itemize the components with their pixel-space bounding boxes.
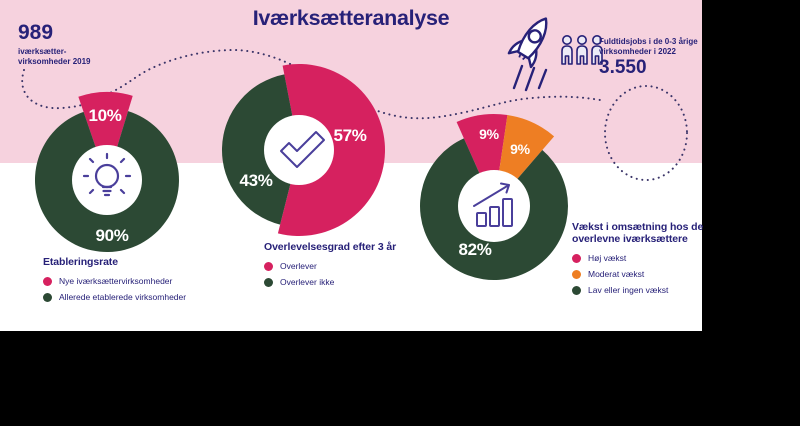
legend-dot <box>572 269 581 279</box>
people-icon <box>561 35 603 65</box>
stat-startups-value: 989 <box>18 21 54 44</box>
slice-label: 9% <box>479 126 499 142</box>
checkmark-icon <box>280 131 325 168</box>
legend-dot <box>572 285 581 295</box>
donut-slice <box>221 74 299 225</box>
donut-chart-vaekst <box>420 114 569 281</box>
legend-dot <box>264 261 273 271</box>
legend-item: Overlever ikke <box>264 277 396 287</box>
chart1-title: Etableringsrate <box>43 256 118 268</box>
stat-fulltime-jobs: Fuldtidsjobs i de 0-3 årige virksomheder… <box>599 37 699 77</box>
dotted-trajectory-path <box>21 48 688 181</box>
legend-item: Nye iværksættervirksomheder <box>43 276 186 286</box>
rocket-speed-lines <box>512 64 548 92</box>
legend-dot <box>43 292 52 302</box>
legend-item: Allerede etablerede virksomheder <box>43 292 186 302</box>
lightbulb-icon <box>82 152 132 197</box>
chart1-caption: Etableringsrate Nye iværksættervirksomhe… <box>43 256 186 308</box>
donut-hole <box>72 145 142 215</box>
legend-dot <box>264 277 273 287</box>
stat-startups-2019: 989 iværksætter- virksomheder 2019 <box>18 22 91 67</box>
trajectory-loop <box>604 85 688 181</box>
slice-label: 10% <box>88 106 122 125</box>
page-title: Iværksætteranalyse <box>252 6 450 30</box>
legend-dot <box>43 276 52 286</box>
donut-chart-overlevelsesgrad <box>221 63 386 236</box>
legend-item: Høj vækst <box>572 253 712 263</box>
chart3-title: Vækst i omsætning hos de overlevne iværk… <box>572 221 704 245</box>
chart2-caption: Overlevelsesgrad efter 3 år Overlever Ov… <box>264 241 396 293</box>
slice-label: 90% <box>95 226 129 245</box>
stat-jobs-label: Fuldtidsjobs i de 0-3 årige virksomheder… <box>599 37 698 56</box>
stat-jobs-value: 3.550 <box>599 57 647 78</box>
trajectory-curve <box>21 48 601 120</box>
legend-item: Overlever <box>264 261 396 271</box>
stat-startups-label: iværksætter- virksomheder 2019 <box>18 47 91 66</box>
rocket-icon <box>507 17 548 92</box>
infographic-canvas: Iværksætteranalyse 989 iværksætter- virk… <box>0 0 703 331</box>
slice-label: 9% <box>510 141 530 157</box>
growth-chart-icon <box>473 182 513 227</box>
slice-label: 82% <box>458 240 492 259</box>
donut-slice <box>78 92 133 180</box>
legend-item: Moderat vækst <box>572 269 712 279</box>
legend-item: Lav eller ingen vækst <box>572 285 712 295</box>
donut-chart-etableringsrate <box>34 92 179 253</box>
legend-dot <box>572 253 581 263</box>
slice-label: 43% <box>239 171 273 190</box>
slice-label: 57% <box>333 126 367 145</box>
chart3-caption: Vækst i omsætning hos de overlevne iværk… <box>572 221 712 301</box>
chart2-title: Overlevelsesgrad efter 3 år <box>264 241 397 253</box>
